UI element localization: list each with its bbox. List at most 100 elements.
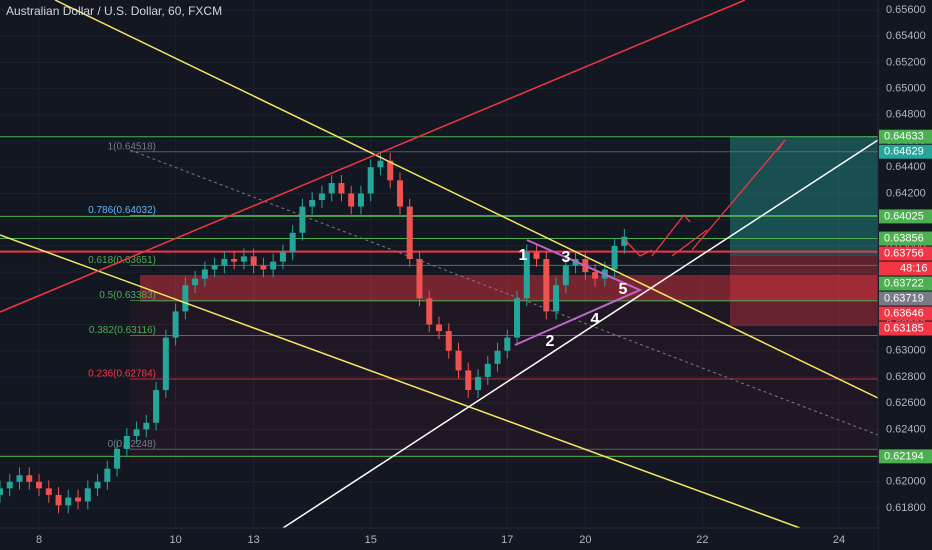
arrow <box>691 139 786 251</box>
y-tick-label: 0.62400 <box>886 423 926 435</box>
levels: 1(0.64518)0.786(0.64032)0.618(0.63651)0.… <box>0 136 878 457</box>
price-tag <box>879 449 932 464</box>
axes: 0.65600 0.65400 0.65200 0.65000 0.64800 0.646… <box>36 4 932 546</box>
candle-body <box>553 285 560 312</box>
red-trendline <box>0 0 746 313</box>
candle-body <box>592 272 599 279</box>
price-tag-label: 0.64629 <box>884 146 924 158</box>
price-tag <box>879 276 932 291</box>
candle-body <box>348 193 355 207</box>
candle-body <box>260 265 267 270</box>
x-tick-label: 22 <box>696 534 708 546</box>
candle-body <box>143 422 150 430</box>
x-tick-label: 17 <box>501 534 513 546</box>
candle-body <box>396 180 403 207</box>
price-tag <box>879 321 932 336</box>
candle-body <box>504 337 511 351</box>
candle-body <box>55 494 62 506</box>
triangle <box>514 239 643 346</box>
price-tag-label: 0.62194 <box>884 450 924 462</box>
y-tick-label: 0.64400 <box>886 161 926 173</box>
candle-body <box>94 481 101 489</box>
price-tag <box>879 144 932 159</box>
grid <box>0 0 878 528</box>
candle-body <box>465 370 472 391</box>
price-tag-label: 0.63719 <box>884 292 924 304</box>
candle-body <box>270 261 277 270</box>
price-tag <box>879 246 932 261</box>
x-tick-label: 8 <box>36 534 42 546</box>
candle-body <box>6 481 13 489</box>
candle-body <box>0 488 3 495</box>
candle-body <box>514 298 521 338</box>
y-tick-label: 0.62800 <box>886 371 926 383</box>
candle-body <box>387 160 394 181</box>
price-tag-label: 0.63646 <box>884 307 924 319</box>
yellow-channel-bottom <box>0 234 801 529</box>
drawings <box>0 0 879 529</box>
y-tick-label: 0.61800 <box>886 502 926 514</box>
fib-label: 0.236(0.62784) <box>88 369 156 380</box>
x-tick-label: 20 <box>579 534 591 546</box>
candle-body <box>445 331 452 351</box>
y-tick-label: 0.62000 <box>886 476 926 488</box>
candle-body <box>250 256 257 266</box>
candle-body <box>36 481 43 489</box>
white-trendline <box>282 139 879 529</box>
candle-body <box>123 435 130 450</box>
chart-title: Australian Dollar / U.S. Dollar, 60, FXC… <box>6 4 222 18</box>
candle-body <box>221 259 228 266</box>
fib-label: 1(0.64518) <box>108 141 156 152</box>
candle-body <box>104 468 111 482</box>
y-tick-label: 0.65200 <box>886 56 926 68</box>
x-tick-label: 15 <box>365 534 377 546</box>
candle-body <box>543 259 550 312</box>
fib-trend <box>129 149 879 436</box>
price-tag <box>879 291 932 306</box>
price-tag <box>879 261 932 276</box>
price-tag-label: 0.63185 <box>884 322 924 334</box>
y-tick-label: 0.64200 <box>886 187 926 199</box>
price-tag <box>879 209 932 224</box>
candle-body <box>377 160 384 168</box>
price-tag-label: 0.63756 <box>884 247 924 259</box>
arrow <box>671 229 708 257</box>
y-tick-label: 0.64800 <box>886 109 926 121</box>
candle-body <box>279 252 286 262</box>
candle-body <box>426 298 433 325</box>
yellow-channel-top <box>54 0 879 399</box>
candle-body <box>114 449 121 469</box>
supply-zone <box>140 275 878 302</box>
x-tick-label: 24 <box>833 534 845 546</box>
candle-body <box>309 200 316 207</box>
price-tag <box>879 306 932 321</box>
x-tick-label: 13 <box>248 534 260 546</box>
price-tag-label: 0.63856 <box>884 232 924 244</box>
wave-label: 1 <box>519 247 528 264</box>
price-tag-label: 0.64025 <box>884 210 924 222</box>
candle-body <box>231 259 238 262</box>
fib-label: 0.5(0.63383) <box>99 290 156 301</box>
candle-body <box>153 390 160 423</box>
stop-zone <box>730 256 878 326</box>
candle-body <box>211 265 218 270</box>
candle-body <box>133 429 140 436</box>
candle-body <box>494 350 501 364</box>
candle-body <box>84 488 91 502</box>
candle-body <box>436 324 442 332</box>
wave-label: 3 <box>562 249 571 266</box>
price-tag <box>879 129 932 144</box>
candle-body <box>357 193 364 207</box>
candle-body <box>240 256 247 262</box>
x-tick-label: 10 <box>169 534 181 546</box>
candle-body <box>406 206 413 259</box>
wave-label: 5 <box>619 281 628 298</box>
fib-label: 0(0.62248) <box>108 439 156 450</box>
candle-body <box>611 245 618 270</box>
y-tick-label: 0.63000 <box>886 345 926 357</box>
y-tick-label: 0.65600 <box>886 4 926 16</box>
candle-body <box>192 278 199 286</box>
price-tag-label: 0.64633 <box>884 131 924 143</box>
